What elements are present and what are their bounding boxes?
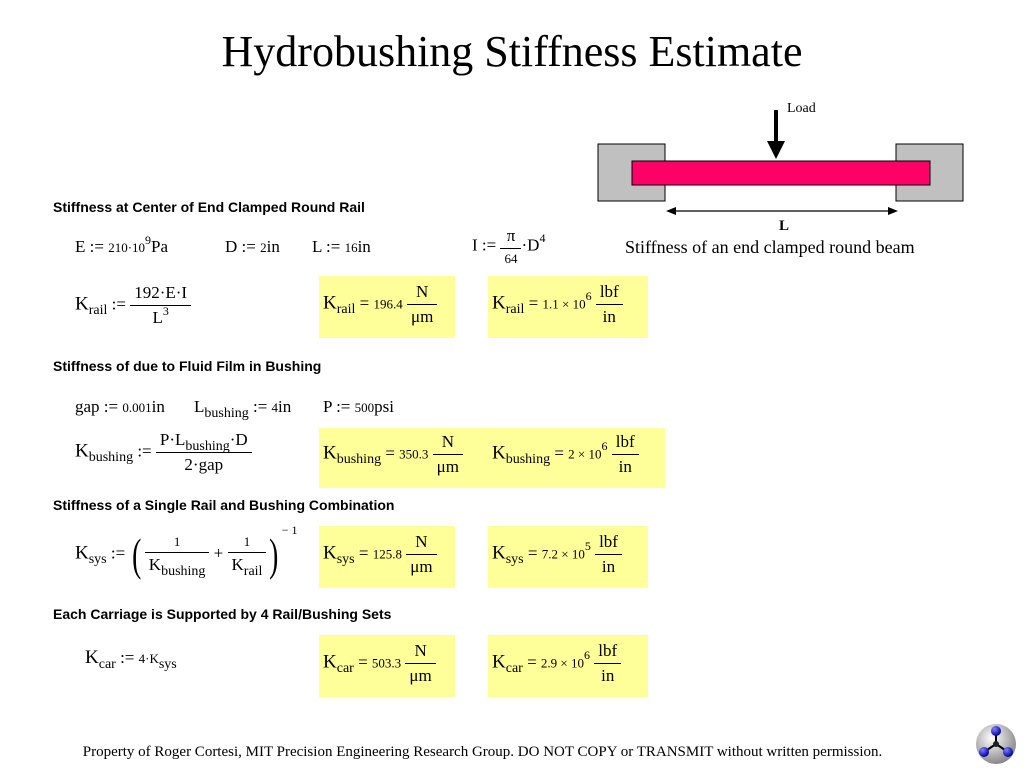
result-krail-imp-text: Krail = 1.1 × 106 lbf in: [492, 282, 623, 327]
footer-copyright: Property of Roger Cortesi, MIT Precision…: [82, 744, 883, 760]
result-ksys-imp: [488, 526, 648, 588]
page-title: Hydrobushing Stiffness Estimate: [221, 27, 803, 76]
def-lbushing: Lbushing := 4in: [194, 397, 292, 421]
length-arrow-right: [888, 207, 898, 215]
section-heading-carriage: Each Carriage is Supported by 4 Rail/Bus…: [53, 606, 392, 622]
rail-beam: [631, 160, 931, 186]
length-arrow-left: [666, 207, 676, 215]
result-kbushing-box: [319, 428, 665, 488]
section-heading-rail: Stiffness at Center of End Clamped Round…: [53, 199, 365, 215]
def-gap: gap := 0.001in: [75, 397, 165, 416]
section-heading-combination: Stiffness of a Single Rail and Bushing C…: [53, 497, 395, 513]
result-krail-si: [319, 276, 455, 338]
def-kcar: Kcar := 4·Ksys: [85, 647, 177, 672]
beam-diagram: [597, 110, 964, 215]
def-L: L := 16in: [312, 237, 371, 256]
def-I: I := π 64 ·D4: [472, 226, 546, 266]
load-arrow-head: [767, 141, 785, 159]
result-kcar-imp: [488, 635, 648, 697]
length-label: L: [779, 218, 790, 234]
result-ksys-imp-text: Ksys = 7.2 × 105 lbf in: [492, 532, 622, 577]
def-krail: Krail := 192·E·I L3: [75, 283, 192, 328]
def-E: E := 210·109Pa: [75, 233, 169, 256]
result-kbushing-imp-text: Kbushing = 2 × 106 lbf in: [492, 432, 639, 477]
def-ksys: Ksys := (1 Kbushing + 1 Krail) − 1: [75, 523, 298, 580]
result-krail-imp: [488, 276, 648, 338]
def-P: P := 500psi: [323, 397, 394, 416]
load-label: Load: [787, 101, 816, 116]
result-kcar-imp-text: Kcar = 2.9 × 106 lbf in: [492, 641, 622, 686]
section-heading-bushing: Stiffness of due to Fluid Film in Bushin…: [53, 358, 322, 374]
def-kbushing: Kbushing := P·Lbushing·D 2·gap: [75, 430, 252, 475]
def-D: D := 2in: [225, 237, 280, 256]
result-ksys-si: [319, 526, 455, 588]
diagram-caption: Stiffness of an end clamped round beam: [625, 237, 915, 257]
molecule-logo-icon: [976, 724, 1016, 764]
result-kcar-si: [319, 635, 455, 697]
